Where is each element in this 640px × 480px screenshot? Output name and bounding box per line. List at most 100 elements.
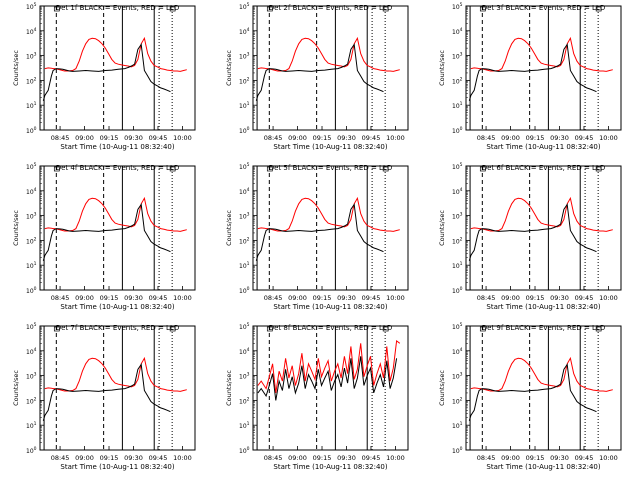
x-tick-label: 09:00	[75, 454, 94, 462]
x-tick-label: 08:45	[477, 454, 496, 462]
y-tick-label: 102	[239, 76, 250, 85]
plot-frame	[252, 5, 409, 131]
series-line-events	[42, 203, 171, 261]
top-marker	[266, 6, 273, 12]
x-tick-label: 09:00	[75, 134, 94, 142]
x-tick-label: 09:45	[149, 294, 168, 302]
y-tick-label: 103	[26, 212, 37, 221]
y-axis-label: Counts/sec	[438, 50, 446, 86]
top-marker	[266, 166, 273, 172]
top-marker	[53, 166, 60, 172]
y-tick-label: 104	[239, 347, 250, 356]
x-tick-label: 09:15	[526, 294, 545, 302]
x-tick-label: 10:00	[173, 454, 192, 462]
y-tick-label: 100	[239, 286, 250, 295]
detector-panel-3: Det 3f BLACK = Events, RED = LLD 100 101 10…	[438, 2, 622, 151]
y-tick-label: 101	[239, 101, 250, 110]
x-tick-label: 09:30	[337, 134, 356, 142]
x-tick-label: 09:45	[149, 454, 168, 462]
panel-title: Det 5f BLACK = Events, RED = LLD	[269, 164, 392, 172]
x-axis-label: Start Time (10-Aug-11 08:32:40)	[486, 143, 600, 151]
series-line-lld	[470, 36, 613, 72]
x-tick-label: 10:00	[386, 134, 405, 142]
y-tick-label: 105	[452, 322, 463, 331]
y-tick-label: 100	[239, 126, 250, 135]
x-tick-label: 09:15	[100, 454, 119, 462]
y-tick-label: 102	[452, 236, 463, 245]
y-tick-label: 100	[26, 126, 37, 135]
y-tick-label: 102	[452, 76, 463, 85]
top-marker	[382, 166, 389, 172]
y-tick-label: 101	[26, 421, 37, 430]
x-tick-label: 09:15	[100, 294, 119, 302]
series-line-lld	[44, 196, 187, 232]
detector-panel-4: Det 4f BLACK = Events, RED = LLD 100 101 10…	[12, 162, 196, 311]
top-marker	[479, 6, 486, 12]
y-axis-label: Counts/sec	[438, 370, 446, 406]
series-line-lld	[257, 36, 400, 72]
top-marker	[595, 166, 602, 172]
y-tick-label: 101	[239, 421, 250, 430]
panel-title: Det 6f BLACK = Events, RED = LLD	[482, 164, 605, 172]
detector-panel-5: Det 5f BLACK = Events, RED = LLD 100 101 10…	[225, 162, 409, 311]
plot-frame	[252, 165, 409, 291]
y-tick-label: 102	[26, 236, 37, 245]
plot-frame	[465, 5, 622, 131]
y-tick-label: 105	[239, 162, 250, 171]
x-tick-label: 10:00	[599, 454, 618, 462]
x-tick-label: 08:45	[51, 454, 70, 462]
x-axis-label: Start Time (10-Aug-11 08:32:40)	[273, 143, 387, 151]
series-line-events	[42, 43, 171, 101]
x-tick-label: 09:45	[362, 294, 381, 302]
top-marker	[169, 166, 176, 172]
panel-title: Det 8f BLACK = Events, RED = LLD	[269, 324, 392, 332]
x-tick-label: 09:30	[124, 294, 143, 302]
x-tick-label: 09:00	[288, 294, 307, 302]
top-marker	[479, 166, 486, 172]
y-tick-label: 103	[452, 372, 463, 381]
x-tick-label: 09:30	[550, 454, 569, 462]
x-tick-label: 08:45	[51, 294, 70, 302]
series-line-lld	[257, 339, 401, 393]
y-tick-label: 105	[239, 322, 250, 331]
series-line-lld	[257, 196, 400, 232]
y-tick-label: 103	[26, 372, 37, 381]
panel-title: Det 2f BLACK = Events, RED = LLD	[269, 4, 392, 12]
y-tick-label: 102	[239, 396, 250, 405]
x-tick-label: 10:00	[599, 294, 618, 302]
y-tick-label: 104	[452, 27, 463, 36]
top-marker	[382, 326, 389, 332]
y-axis-label: Counts/sec	[438, 210, 446, 246]
x-tick-label: 09:45	[575, 454, 594, 462]
panel-title: Det 4f BLACK = Events, RED = LLD	[56, 164, 179, 172]
plot-frame	[39, 5, 196, 131]
series-line-events	[468, 203, 597, 261]
top-marker	[53, 326, 60, 332]
x-axis-label: Start Time (10-Aug-11 08:32:40)	[60, 143, 174, 151]
y-axis-label: Counts/sec	[12, 210, 20, 246]
x-tick-label: 09:00	[288, 134, 307, 142]
detector-panel-6: Det 6f BLACK = Events, RED = LLD 100 101 10…	[438, 162, 622, 311]
x-tick-label: 09:45	[575, 294, 594, 302]
y-tick-label: 105	[239, 2, 250, 11]
detector-panel-9: Det 9f BLACK = Events, RED = LLD 100 101 10…	[438, 322, 622, 471]
y-tick-label: 101	[452, 101, 463, 110]
x-tick-label: 10:00	[386, 454, 405, 462]
x-tick-label: 09:45	[362, 134, 381, 142]
x-tick-label: 09:00	[501, 134, 520, 142]
y-tick-label: 100	[452, 446, 463, 455]
y-tick-label: 100	[26, 446, 37, 455]
detector-panel-2: Det 2f BLACK = Events, RED = LLD 100 101 10…	[225, 2, 409, 151]
series-line-lld	[44, 356, 187, 392]
x-tick-label: 09:30	[337, 454, 356, 462]
x-axis-label: Start Time (10-Aug-11 08:32:40)	[60, 303, 174, 311]
plot-frame	[39, 325, 196, 451]
top-marker	[53, 6, 60, 12]
y-tick-label: 102	[452, 396, 463, 405]
x-axis-label: Start Time (10-Aug-11 08:32:40)	[273, 303, 387, 311]
x-tick-label: 08:45	[264, 454, 283, 462]
x-axis-label: Start Time (10-Aug-11 08:32:40)	[486, 463, 600, 471]
x-tick-label: 09:30	[124, 454, 143, 462]
series-line-events	[257, 356, 398, 401]
panel-title: Det 9f BLACK = Events, RED = LLD	[482, 324, 605, 332]
